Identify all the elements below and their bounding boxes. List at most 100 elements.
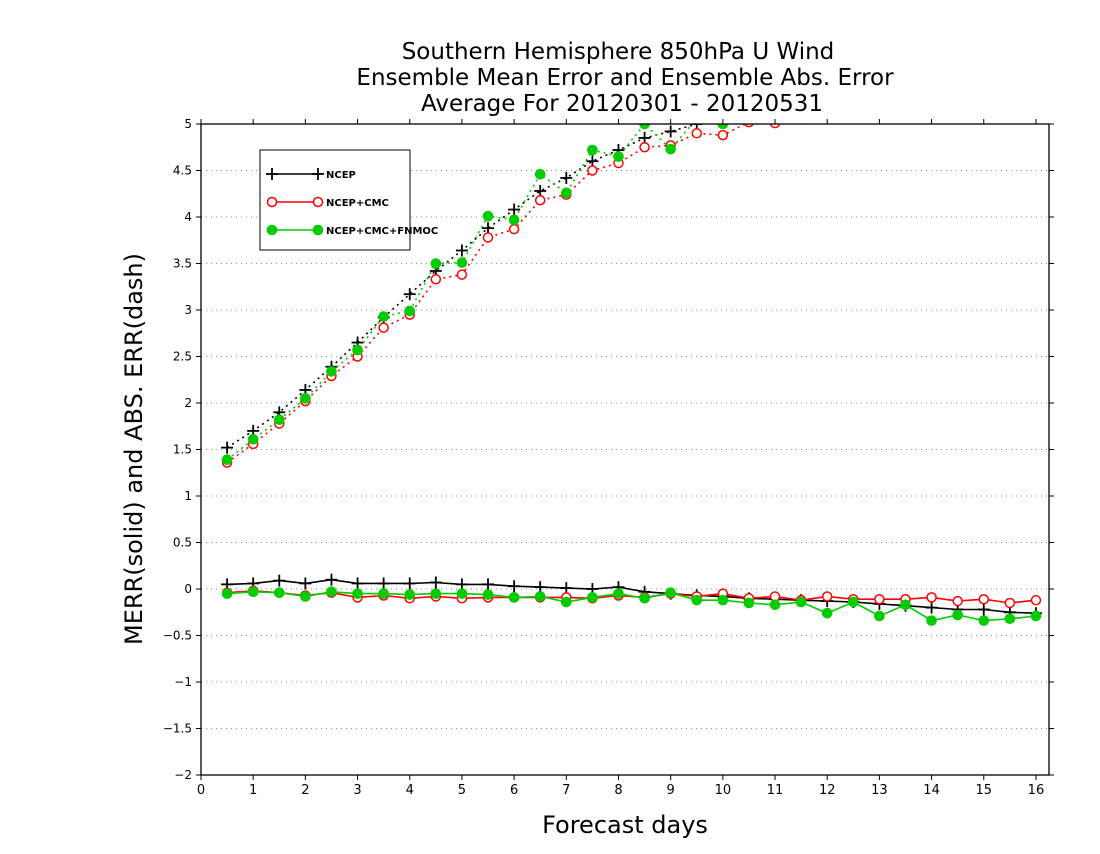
- data-point-abs-error-ncep-cmc-fnmoc: [665, 143, 676, 155]
- x-axis-label: Forecast days: [542, 811, 708, 839]
- data-point-mean-error-ncep-cmc-fnmoc: [534, 591, 546, 602]
- data-point-abs-error-ncep: [638, 131, 651, 144]
- data-point-abs-error-ncep-cmc-fnmoc: [352, 344, 363, 356]
- data-point-mean-error-ncep-cmc-fnmoc: [926, 615, 937, 626]
- data-point-abs-error-ncep-cmc-fnmoc: [430, 258, 442, 269]
- data-point-mean-error-ncep: [508, 580, 521, 593]
- data-point-abs-error-ncep: [690, 124, 703, 130]
- chart-title: Southern Hemisphere 850hPa U Wind Ensemb…: [356, 39, 894, 117]
- data-point-mean-error-ncep: [377, 577, 390, 590]
- y-tick-label: 1.5: [173, 443, 192, 457]
- data-point-abs-error-ncep-cmc: [875, 110, 884, 119]
- x-tick-label: 13: [871, 783, 888, 798]
- legend-label-ncep: NCEP: [326, 170, 356, 181]
- data-point-abs-error-ncep-cmc-fnmoc: [717, 124, 729, 130]
- data-point-abs-error-ncep-cmc-fnmoc: [273, 414, 285, 426]
- y-tick-label: 0.5: [173, 536, 192, 550]
- series-layer: [221, 91, 1042, 626]
- data-point-abs-error-ncep-cmc-fnmoc: [221, 454, 233, 466]
- y-tick-label: 0: [184, 582, 192, 596]
- data-point-mean-error-ncep-cmc-fnmoc: [300, 591, 311, 602]
- data-point-mean-error-ncep: [560, 582, 573, 595]
- data-point-mean-error-ncep-cmc-fnmoc: [874, 610, 885, 622]
- data-point-mean-error-ncep: [455, 578, 468, 591]
- data-point-abs-error-ncep-cmc-fnmoc: [953, 95, 963, 105]
- x-tick-label: 14: [923, 783, 940, 798]
- data-point-abs-error-ncep-cmc-fnmoc: [378, 311, 389, 322]
- legend-marker-ncep: [312, 168, 324, 180]
- data-point-abs-error-ncep: [847, 105, 859, 117]
- axes: −2−1.5−1−0.500.511.522.533.544.550 1 2 3 4 5 6…: [163, 117, 1054, 798]
- data-point-abs-error-ncep-cmc: [744, 124, 754, 128]
- data-point-mean-error-ncep-cmc-fnmoc: [1004, 613, 1016, 625]
- data-point-abs-error-ncep-cmc-fnmoc: [456, 257, 468, 268]
- y-tick-label: 2: [184, 396, 192, 410]
- y-tick-label: 3.5: [173, 257, 192, 271]
- y-tick-label: 5: [184, 117, 192, 131]
- data-point-abs-error-ncep-cmc-fnmoc: [1005, 91, 1015, 101]
- chart-title-line-1: Southern Hemisphere 850hPa U Wind: [402, 39, 835, 65]
- data-point-mean-error-ncep-cmc: [952, 595, 963, 607]
- data-point-abs-error-ncep: [926, 99, 938, 111]
- data-point-mean-error-ncep: [403, 577, 416, 590]
- data-point-abs-error-ncep-cmc-fnmoc: [404, 305, 416, 317]
- data-point-mean-error-ncep: [977, 603, 990, 616]
- x-tick-label: 4: [406, 783, 414, 798]
- x-tick-label: 7: [562, 783, 570, 798]
- data-point-abs-error-ncep-cmc: [430, 274, 442, 285]
- data-point-abs-error-ncep-cmc-fnmoc: [639, 124, 650, 130]
- data-point-abs-error-ncep: [1030, 92, 1042, 104]
- legend-marker-ncep-cmc: [266, 196, 278, 208]
- data-point-mean-error-ncep-cmc-fnmoc: [691, 594, 703, 606]
- grid: [201, 170, 1049, 729]
- data-point-abs-error-ncep-cmc: [691, 128, 703, 139]
- series-line-abs-error-ncep-cmc-fnmoc: [226, 124, 726, 461]
- data-point-mean-error-ncep-cmc: [978, 593, 990, 605]
- chart-title-line-2: Ensemble Mean Error and Ensemble Abs. Er…: [356, 65, 894, 91]
- data-point-abs-error-ncep-cmc: [482, 232, 494, 243]
- data-point-abs-error-ncep-cmc-fnmoc: [534, 168, 546, 180]
- data-point-mean-error-ncep-cmc-fnmoc: [587, 592, 598, 603]
- data-point-abs-error-ncep-cmc-fnmoc: [560, 187, 572, 199]
- y-tick-label: −2: [174, 768, 192, 782]
- data-point-abs-error-ncep: [455, 244, 468, 257]
- data-point-abs-error-ncep-cmc-fnmoc: [875, 101, 885, 111]
- x-tick-label: 6: [510, 783, 518, 798]
- data-point-abs-error-ncep: [508, 203, 521, 216]
- data-point-abs-error-ncep-cmc-fnmoc: [849, 102, 859, 112]
- data-point-mean-error-ncep-cmc-fnmoc: [821, 607, 833, 619]
- data-point-abs-error-ncep-cmc: [769, 124, 781, 129]
- data-point-abs-error-ncep-cmc-fnmoc: [587, 144, 598, 156]
- data-point-mean-error-ncep-cmc-fnmoc: [952, 609, 963, 621]
- x-tick-label: 1: [249, 783, 257, 798]
- x-tick-label: 15: [975, 783, 992, 798]
- data-point-mean-error-ncep-cmc-fnmoc: [848, 596, 859, 608]
- data-point-mean-error-ncep-cmc: [1004, 597, 1016, 609]
- data-point-mean-error-ncep-cmc: [926, 592, 937, 603]
- data-point-abs-error-ncep: [952, 98, 964, 110]
- data-point-abs-error-ncep-cmc-fnmoc: [300, 393, 311, 404]
- data-point-mean-error-ncep-cmc-fnmoc: [430, 588, 442, 599]
- data-point-mean-error-ncep-cmc-fnmoc: [743, 597, 755, 609]
- data-point-mean-error-ncep-cmc-fnmoc: [482, 589, 494, 600]
- legend-marker-ncep-cmc-fnmoc: [266, 224, 278, 236]
- legend-label-ncep-cmc-fnmoc: NCEP+CMC+FNMOC: [326, 226, 438, 237]
- x-tick-label: 0: [197, 783, 205, 798]
- data-point-mean-error-ncep-cmc-fnmoc: [221, 588, 233, 599]
- data-point-mean-error-ncep: [429, 576, 442, 589]
- chart-title-line-3: Average For 20120301 - 20120531: [421, 91, 823, 117]
- data-point-mean-error-ncep-cmc-fnmoc: [613, 588, 624, 599]
- data-point-mean-error-ncep-cmc-fnmoc: [456, 588, 468, 599]
- x-tick-label: 8: [614, 783, 622, 798]
- data-point-abs-error-ncep-cmc: [953, 107, 962, 116]
- data-point-abs-error-ncep-cmc: [927, 108, 936, 117]
- y-tick-label: −0.5: [163, 629, 192, 643]
- data-point-abs-error-ncep: [534, 184, 547, 197]
- y-tick-label: 4: [184, 210, 192, 224]
- data-point-mean-error-ncep: [925, 601, 938, 614]
- data-point-mean-error-ncep-cmc-fnmoc: [717, 594, 729, 606]
- x-tick-label: 11: [767, 783, 784, 798]
- data-point-mean-error-ncep-cmc-fnmoc: [352, 588, 363, 599]
